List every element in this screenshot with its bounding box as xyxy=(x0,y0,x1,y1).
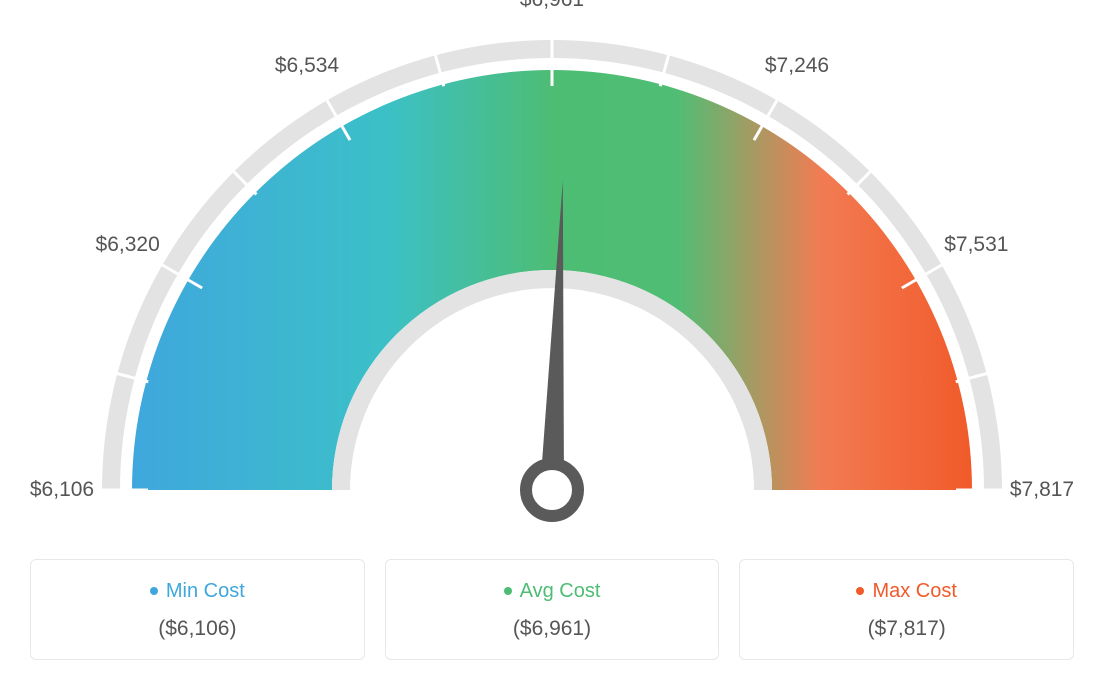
legend-card-min: Min Cost ($6,106) xyxy=(30,559,365,660)
tick-label: $7,246 xyxy=(765,54,829,78)
gauge-area: $6,106 $6,320 $6,534 $6,961 $7,246 $7,531 $7,8… xyxy=(0,0,1104,540)
legend-dot-avg xyxy=(504,587,512,595)
gauge-svg xyxy=(0,0,1104,540)
legend-title-max-text: Max Cost xyxy=(872,580,956,602)
legend-card-max: Max Cost ($7,817) xyxy=(739,559,1074,660)
legend-title-avg-text: Avg Cost xyxy=(520,580,601,602)
legend-title-avg: Avg Cost xyxy=(396,580,709,603)
legend-card-avg: Avg Cost ($6,961) xyxy=(385,559,720,660)
legend-title-min: Min Cost xyxy=(41,580,354,603)
tick-label: $7,817 xyxy=(1010,478,1074,502)
legend-row: Min Cost ($6,106) Avg Cost ($6,961) Max … xyxy=(30,559,1074,660)
legend-dot-min xyxy=(150,587,158,595)
legend-title-min-text: Min Cost xyxy=(166,580,245,602)
chart-container: $6,106 $6,320 $6,534 $6,961 $7,246 $7,531 $7,8… xyxy=(0,0,1104,690)
legend-dot-max xyxy=(856,587,864,595)
tick-label: $7,531 xyxy=(944,233,1008,257)
tick-label: $6,106 xyxy=(30,478,94,502)
legend-value-max: ($7,817) xyxy=(750,617,1063,641)
tick-label: $6,320 xyxy=(96,233,160,257)
legend-title-max: Max Cost xyxy=(750,580,1063,603)
tick-label: $6,534 xyxy=(275,54,339,78)
legend-value-avg: ($6,961) xyxy=(396,617,709,641)
tick-label: $6,961 xyxy=(520,0,584,12)
legend-value-min: ($6,106) xyxy=(41,617,354,641)
